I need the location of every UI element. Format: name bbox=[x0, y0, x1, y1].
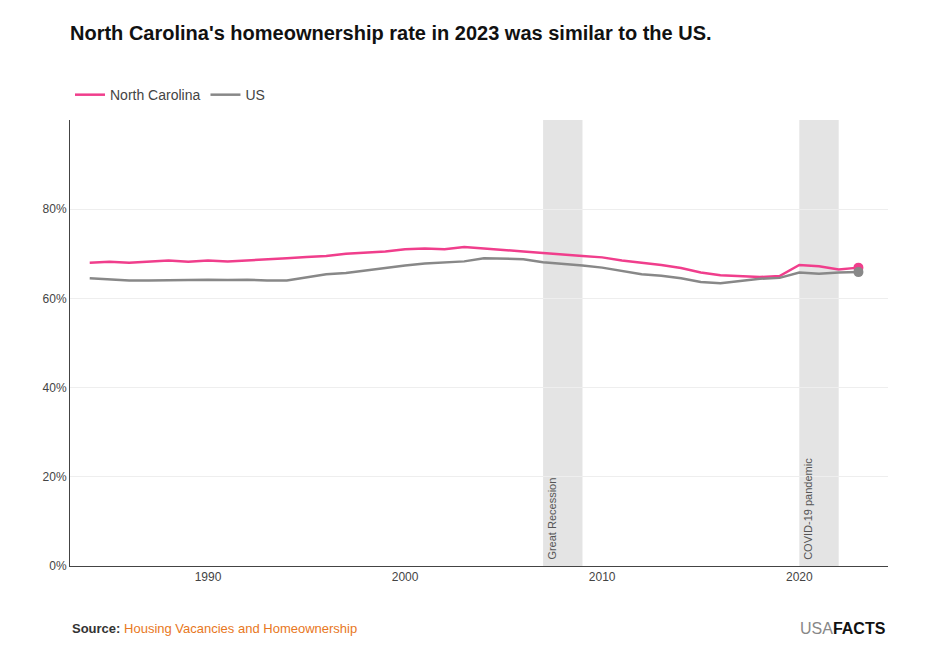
svg-text:1990: 1990 bbox=[195, 570, 222, 584]
svg-text:North Carolina's homeownership: North Carolina's homeownership rate in 2… bbox=[70, 22, 712, 44]
svg-text:2020: 2020 bbox=[786, 570, 813, 584]
svg-text:60%: 60% bbox=[43, 292, 67, 306]
svg-text:US: US bbox=[245, 87, 264, 103]
svg-text:20%: 20% bbox=[43, 470, 67, 484]
svg-text:USAFACTS: USAFACTS bbox=[800, 620, 886, 637]
svg-text:80%: 80% bbox=[43, 202, 67, 216]
svg-text:COVID-19 pandemic: COVID-19 pandemic bbox=[802, 458, 814, 560]
svg-text:2010: 2010 bbox=[589, 570, 616, 584]
svg-text:Great Recession: Great Recession bbox=[546, 478, 558, 560]
svg-text:Source: Housing Vacancies and: Source: Housing Vacancies and Homeowners… bbox=[72, 621, 357, 636]
svg-text:40%: 40% bbox=[43, 381, 67, 395]
svg-text:North Carolina: North Carolina bbox=[110, 87, 200, 103]
svg-text:0%: 0% bbox=[49, 559, 67, 573]
svg-text:2000: 2000 bbox=[392, 570, 419, 584]
